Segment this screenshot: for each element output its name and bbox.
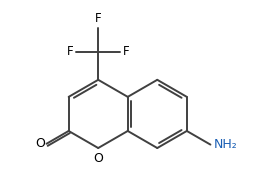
- Text: O: O: [93, 152, 103, 165]
- Text: F: F: [95, 12, 101, 25]
- Text: O: O: [35, 137, 45, 150]
- Text: NH₂: NH₂: [214, 138, 238, 151]
- Text: F: F: [123, 45, 130, 58]
- Text: F: F: [67, 45, 73, 58]
